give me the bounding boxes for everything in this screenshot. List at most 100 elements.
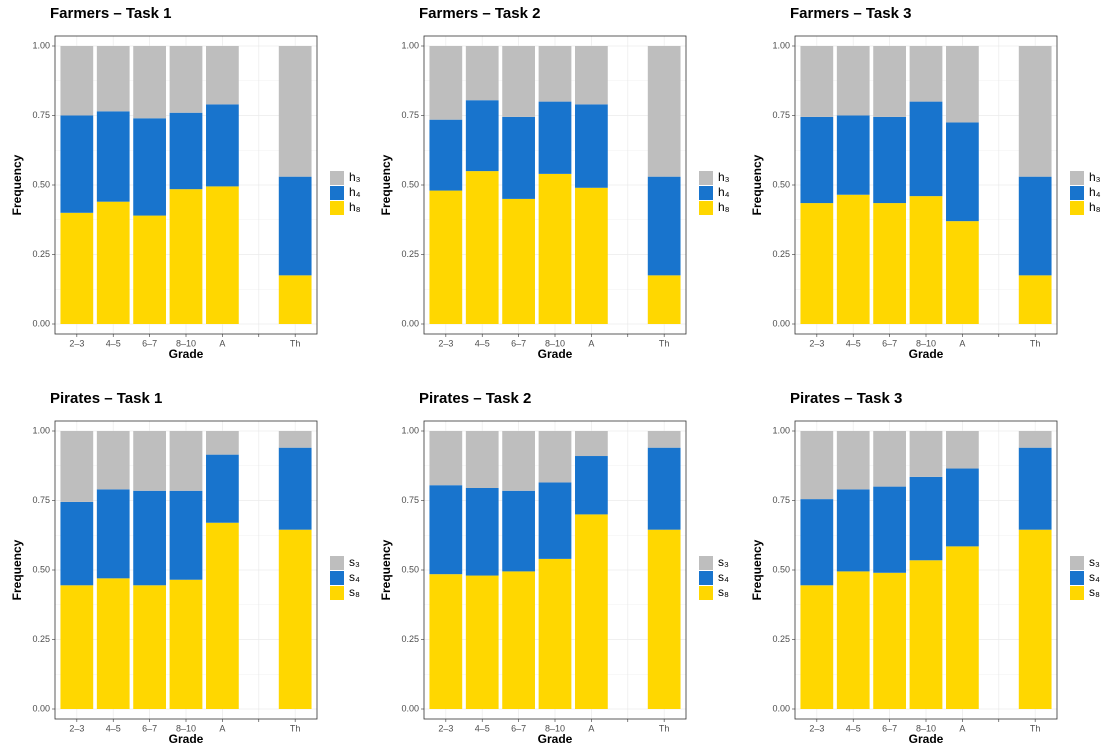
bar-segment bbox=[538, 482, 572, 559]
y-tick-label: 0.75 bbox=[772, 495, 790, 505]
bar-segment bbox=[278, 529, 312, 709]
y-tick-label: 0.25 bbox=[401, 634, 419, 644]
bar-segment bbox=[946, 468, 979, 547]
bar-segment bbox=[800, 116, 834, 204]
x-tick-label: 8–10 bbox=[916, 723, 936, 733]
x-axis-title: Grade bbox=[909, 732, 944, 746]
y-axis-title: Frequency bbox=[10, 154, 24, 215]
x-tick-label: 4–5 bbox=[846, 723, 861, 733]
bar-segment bbox=[836, 431, 870, 490]
legend-key bbox=[1070, 586, 1084, 600]
bar-segment bbox=[1018, 275, 1052, 324]
bar-segment bbox=[946, 46, 979, 123]
bar-segment bbox=[60, 46, 94, 116]
x-axis-title: Grade bbox=[169, 732, 204, 746]
bar-segment bbox=[60, 115, 94, 213]
bar-segment bbox=[502, 431, 535, 491]
bar-segment bbox=[873, 46, 906, 117]
x-tick-label: A bbox=[588, 338, 594, 348]
bar-segment bbox=[96, 578, 130, 709]
bar-segment bbox=[169, 431, 203, 491]
bar-segment bbox=[909, 101, 943, 197]
x-tick-label: 2–3 bbox=[809, 723, 824, 733]
bar-segment bbox=[538, 46, 572, 102]
legend-key bbox=[699, 586, 713, 600]
bar-segment bbox=[647, 529, 681, 709]
bar-segment bbox=[800, 203, 834, 324]
y-tick-label: 0.25 bbox=[772, 249, 790, 259]
bar-segment bbox=[538, 101, 572, 174]
bar-segment bbox=[946, 431, 979, 469]
x-tick-label: 6–7 bbox=[882, 338, 897, 348]
y-tick-label: 0.25 bbox=[772, 634, 790, 644]
bar-segment bbox=[206, 522, 239, 709]
bar-segment bbox=[800, 585, 834, 709]
y-axis-title: Frequency bbox=[750, 539, 764, 600]
bar-segment bbox=[429, 119, 463, 191]
bar-segment bbox=[133, 118, 166, 216]
bar-segment bbox=[96, 111, 130, 202]
x-tick-label: 6–7 bbox=[142, 338, 157, 348]
bar-segment bbox=[278, 176, 312, 276]
legend-key bbox=[330, 571, 344, 585]
bar-segment bbox=[133, 215, 166, 324]
bar-segment bbox=[909, 196, 943, 324]
bar-segment bbox=[465, 100, 499, 172]
y-tick-label: 0.25 bbox=[32, 634, 50, 644]
bar-segment bbox=[429, 46, 463, 120]
x-tick-label: 4–5 bbox=[846, 338, 861, 348]
x-tick-label: 6–7 bbox=[882, 723, 897, 733]
x-tick-label: 8–10 bbox=[545, 338, 565, 348]
bar-segment bbox=[575, 46, 608, 105]
y-tick-label: 0.50 bbox=[772, 564, 790, 574]
x-tick-label: 2–3 bbox=[69, 723, 84, 733]
bar-segment bbox=[575, 187, 608, 324]
plot-frame bbox=[794, 420, 1058, 720]
bar-segment bbox=[96, 431, 130, 490]
bar-segment bbox=[1018, 529, 1052, 709]
legend-key bbox=[1070, 201, 1084, 215]
x-tick-label: Th bbox=[659, 338, 670, 348]
legend-label: s₈ bbox=[718, 585, 729, 599]
y-tick-label: 0.00 bbox=[32, 703, 50, 713]
legend-label: h₄ bbox=[349, 185, 361, 199]
chart-title: Pirates – Task 3 bbox=[790, 390, 902, 407]
legend-key bbox=[330, 171, 344, 185]
y-axis-title: Frequency bbox=[10, 539, 24, 600]
bar-segment bbox=[465, 431, 499, 488]
x-axis-title: Grade bbox=[538, 347, 573, 361]
bar-segment bbox=[206, 186, 239, 324]
y-tick-label: 0.75 bbox=[401, 495, 419, 505]
bar-segment bbox=[502, 571, 535, 709]
bar-segment bbox=[206, 431, 239, 455]
legend-label: s₃ bbox=[718, 555, 729, 569]
legend-key bbox=[330, 201, 344, 215]
bar-segment bbox=[60, 212, 94, 324]
y-tick-label: 0.50 bbox=[32, 179, 50, 189]
x-tick-label: 8–10 bbox=[176, 723, 196, 733]
y-tick-label: 0.00 bbox=[772, 703, 790, 713]
bar-segment bbox=[1018, 431, 1052, 448]
chart-title: Farmers – Task 2 bbox=[419, 5, 540, 22]
chart-title: Farmers – Task 3 bbox=[790, 5, 911, 22]
bar-segment bbox=[465, 487, 499, 576]
bar-segment bbox=[909, 46, 943, 102]
bar-segment bbox=[502, 116, 535, 199]
x-tick-label: 4–5 bbox=[475, 723, 490, 733]
bar-segment bbox=[206, 46, 239, 105]
bar-segment bbox=[873, 572, 906, 709]
x-tick-label: Th bbox=[290, 723, 301, 733]
y-tick-label: 0.00 bbox=[32, 318, 50, 328]
x-tick-label: Th bbox=[1030, 723, 1041, 733]
x-tick-label: 6–7 bbox=[511, 723, 526, 733]
legend-key bbox=[1070, 556, 1084, 570]
bar-segment bbox=[873, 116, 906, 204]
x-tick-label: 2–3 bbox=[809, 338, 824, 348]
y-tick-label: 1.00 bbox=[401, 40, 419, 50]
bar-segment bbox=[278, 275, 312, 324]
legend-label: h₃ bbox=[718, 170, 730, 184]
bar-segment bbox=[575, 104, 608, 188]
y-tick-label: 1.00 bbox=[772, 425, 790, 435]
bar-segment bbox=[909, 431, 943, 477]
